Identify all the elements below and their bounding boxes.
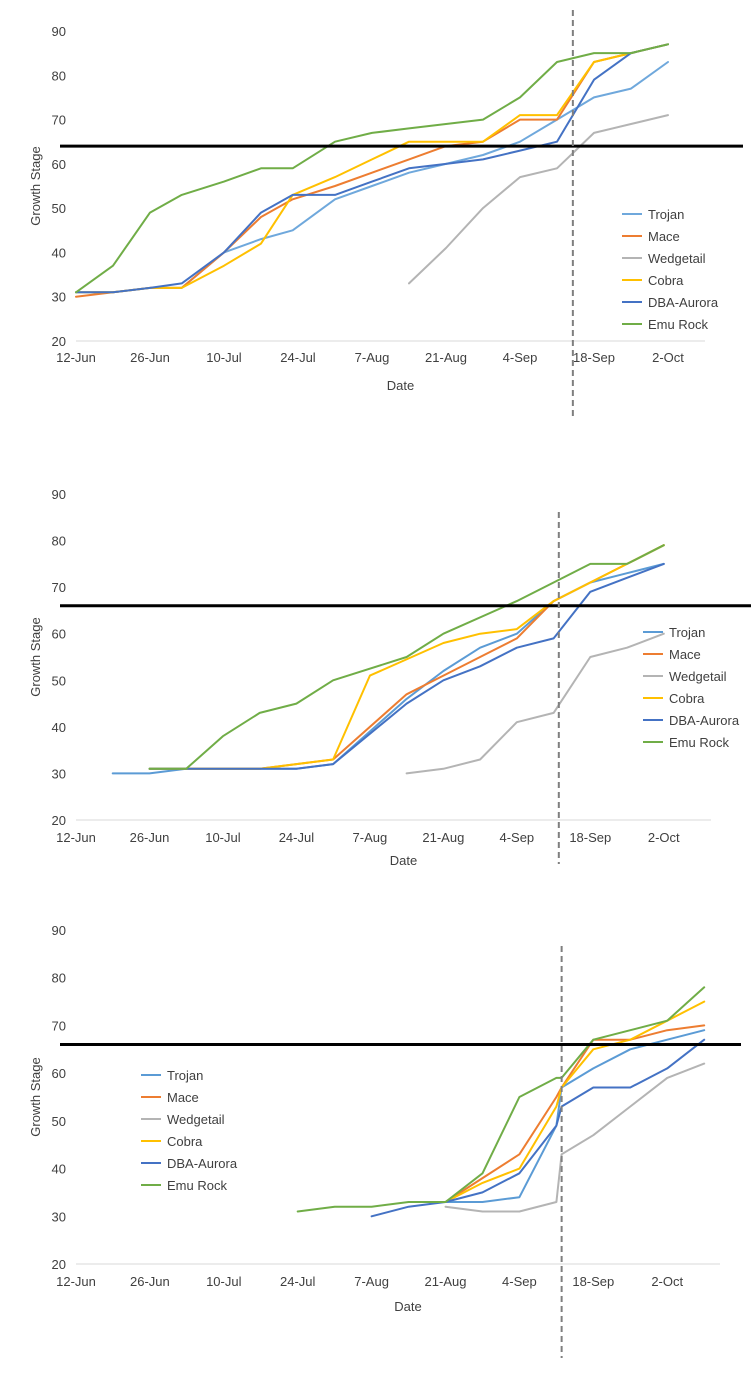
x-tick-label: 7-Aug (353, 830, 388, 845)
y-axis-title: Growth Stage (28, 146, 43, 226)
x-tick-label: 2-Oct (648, 830, 680, 845)
legend-label: Mace (669, 647, 701, 662)
legend-label: Mace (648, 229, 680, 244)
x-tick-label: 18-Sep (569, 830, 611, 845)
legend-label: Wedgetail (669, 669, 727, 684)
y-tick-label: 60 (52, 627, 66, 642)
x-tick-label: 21-Aug (425, 1274, 467, 1289)
y-tick-label: 30 (52, 290, 66, 305)
x-tick-label: 2-Oct (651, 1274, 683, 1289)
legend-label: Emu Rock (648, 317, 708, 332)
x-tick-label: 26-Jun (130, 830, 170, 845)
chart-2-svg: 20 30 40 50 60 70 80 90 12-Jun 26-Jun 10-Jul 24-Jul… (28, 487, 751, 868)
legend-label: Wedgetail (648, 251, 706, 266)
series-line-mace (444, 1024, 706, 1203)
legend-label: Cobra (669, 691, 705, 706)
series-line-dba-aurora (148, 562, 665, 770)
legend-label: Mace (167, 1090, 199, 1105)
legend-label: Trojan (669, 625, 705, 640)
y-tick-label: 20 (52, 813, 66, 828)
y-tick-label: 30 (52, 1209, 66, 1224)
y-tick-label: 70 (52, 580, 66, 595)
series-line-wedgetail (444, 1062, 706, 1213)
y-tick-label: 50 (52, 1114, 66, 1129)
x-tick-label: 2-Oct (652, 350, 684, 365)
y-tick-label: 60 (52, 1066, 66, 1081)
growth-stage-chart-2: 20 30 40 50 60 70 80 90 12-Jun 26-Jun 10-Jul 24-Jul… (0, 460, 753, 920)
y-tick-label: 70 (52, 1018, 66, 1033)
x-tick-label: 12-Jun (56, 1274, 96, 1289)
x-tick-label: 26-Jun (130, 1274, 170, 1289)
chart-1-svg: 20 30 40 50 60 70 80 90 12-Jun 26-Jun 10-Jul 24-Jul… (28, 10, 743, 420)
y-axis-title: Growth Stage (28, 617, 43, 697)
series-line-trojan (111, 562, 665, 775)
y-tick-label: 20 (52, 1257, 66, 1272)
series-line-emu-rock (296, 986, 706, 1213)
x-axis-title: Date (390, 853, 417, 868)
x-tick-label: 21-Aug (425, 350, 467, 365)
y-tick-label: 50 (52, 201, 66, 216)
series-line-dba-aurora (370, 1038, 706, 1218)
legend-label: Emu Rock (669, 735, 729, 750)
x-tick-label: 18-Sep (573, 350, 615, 365)
legend-label: Trojan (167, 1068, 203, 1083)
y-tick-label: 40 (52, 720, 66, 735)
legend-label: Wedgetail (167, 1112, 225, 1127)
legend-label: Emu Rock (167, 1178, 227, 1193)
x-tick-label: 12-Jun (56, 830, 96, 845)
x-tick-label: 7-Aug (355, 350, 390, 365)
y-tick-label: 60 (52, 157, 66, 172)
x-tick-label: 24-Jul (280, 1274, 316, 1289)
chart-3-svg: 20 30 40 50 60 70 80 90 12-Jun 26-Jun 10-Jul 24-Jul… (28, 923, 741, 1358)
y-tick-label: 90 (52, 487, 66, 502)
series-line-cobra (75, 43, 669, 294)
x-tick-label: 10-Jul (206, 350, 242, 365)
y-tick-label: 90 (52, 923, 66, 938)
y-tick-label: 40 (52, 245, 66, 260)
y-tick-label: 30 (52, 766, 66, 781)
x-tick-label: 24-Jul (279, 830, 315, 845)
legend-label: Trojan (648, 207, 684, 222)
x-tick-label: 10-Jul (206, 1274, 242, 1289)
x-tick-label: 21-Aug (422, 830, 464, 845)
x-tick-label: 24-Jul (280, 350, 316, 365)
series-line-emu-rock (75, 43, 669, 294)
y-tick-label: 80 (52, 971, 66, 986)
x-tick-label: 4-Sep (499, 830, 534, 845)
x-tick-label: 4-Sep (502, 1274, 537, 1289)
x-tick-label: 18-Sep (572, 1274, 614, 1289)
x-tick-label: 26-Jun (130, 350, 170, 365)
x-tick-label: 12-Jun (56, 350, 96, 365)
series-line-emu-rock (148, 544, 665, 770)
legend-label: Cobra (648, 273, 684, 288)
series-line-wedgetail (408, 114, 669, 285)
series-line-trojan (75, 61, 669, 294)
growth-stage-chart-1: 20 30 40 50 60 70 80 90 12-Jun 26-Jun 10-Jul 24-Jul… (0, 0, 753, 440)
y-tick-label: 70 (52, 113, 66, 128)
y-tick-label: 20 (52, 334, 66, 349)
y-tick-label: 40 (52, 1162, 66, 1177)
growth-stage-chart-3: 20 30 40 50 60 70 80 90 12-Jun 26-Jun 10-Jul 24-Jul… (0, 923, 753, 1378)
y-tick-label: 50 (52, 673, 66, 688)
legend-label: DBA-Aurora (669, 713, 740, 728)
series-line-wedgetail (405, 632, 665, 775)
x-tick-label: 4-Sep (503, 350, 538, 365)
series-line-dba-aurora (75, 43, 669, 294)
legend-label: DBA-Aurora (167, 1156, 238, 1171)
x-axis-title: Date (387, 378, 414, 393)
legend-label: Cobra (167, 1134, 203, 1149)
legend-label: DBA-Aurora (648, 295, 719, 310)
y-axis-title: Growth Stage (28, 1057, 43, 1137)
y-tick-label: 90 (52, 24, 66, 39)
y-tick-label: 80 (52, 534, 66, 549)
y-tick-label: 80 (52, 68, 66, 83)
x-tick-label: 7-Aug (354, 1274, 389, 1289)
x-axis-title: Date (394, 1299, 421, 1314)
x-tick-label: 10-Jul (205, 830, 241, 845)
